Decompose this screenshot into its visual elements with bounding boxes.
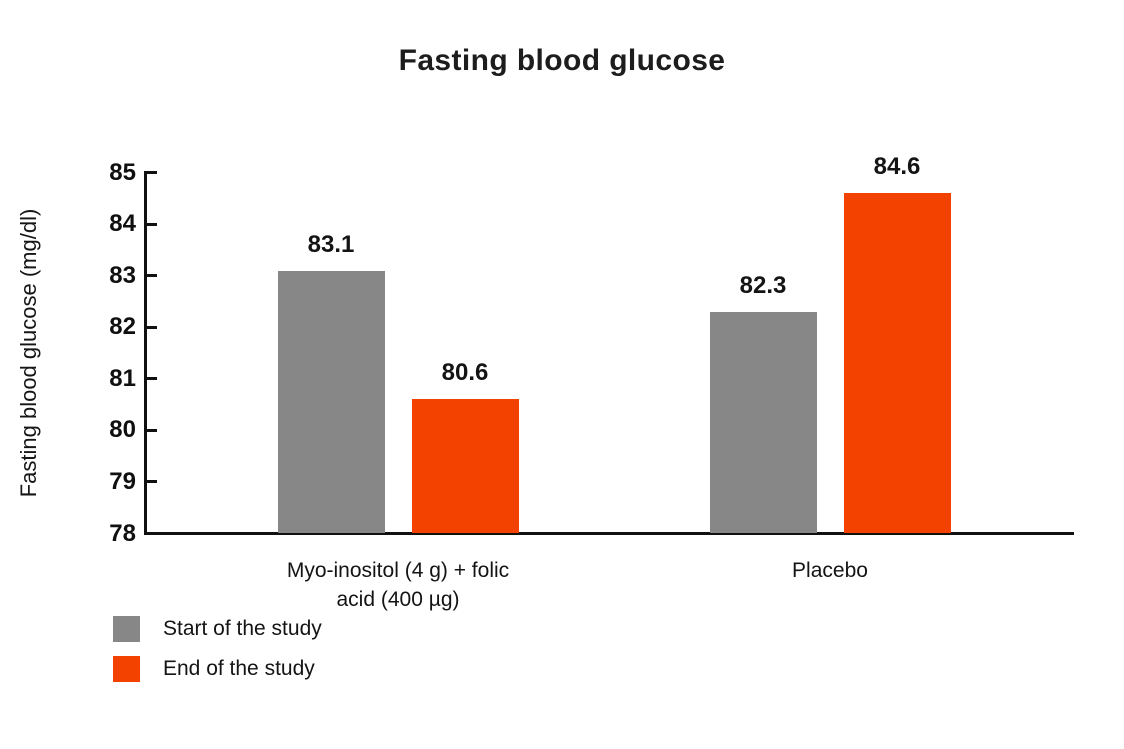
y-tick-mark: [146, 480, 157, 484]
legend-label: Start of the study: [163, 617, 322, 640]
y-axis-spine: [143, 171, 147, 535]
chart-title: Fasting blood glucose: [398, 44, 726, 77]
y-tick-mark: [146, 222, 157, 226]
legend-item-end: End of the study: [113, 656, 322, 682]
y-tick-label: 85: [109, 158, 136, 186]
legend-item-start: Start of the study: [113, 616, 322, 642]
bar-end-group2: [843, 193, 951, 534]
bar-value-label: 84.6: [873, 153, 921, 181]
bar-start-group1: [277, 270, 385, 534]
bar-value-label: 83.1: [307, 230, 355, 258]
y-tick-label: 79: [109, 467, 136, 495]
bar-value-label: 82.3: [739, 271, 787, 299]
y-tick-mark: [146, 377, 157, 381]
y-tick-label: 78: [109, 519, 136, 547]
bar-end-group1: [411, 399, 519, 534]
y-tick-label: 81: [109, 364, 136, 392]
bar-start-group2: [709, 311, 817, 534]
bar-value-label: 80.6: [441, 359, 489, 387]
y-tick-mark: [146, 532, 157, 535]
legend: Start of the study End of the study: [113, 616, 322, 696]
legend-label: End of the study: [163, 657, 315, 680]
x-category-label: Placebo: [792, 559, 868, 582]
y-tick-mark: [146, 274, 157, 278]
legend-swatch-start-of-study-icon: [113, 616, 140, 642]
y-tick-label: 84: [109, 210, 136, 238]
x-category-label: Myo-inositol (4 g) + folic acid (400 µg): [286, 559, 510, 611]
x-axis-spine: [143, 532, 1074, 535]
y-tick-mark: [146, 428, 157, 432]
y-tick-mark: [146, 325, 157, 329]
y-tick-label: 83: [109, 261, 136, 289]
y-tick-label: 80: [109, 416, 136, 444]
y-tick-mark: [146, 171, 157, 175]
legend-swatch-end-of-study-icon: [113, 656, 140, 682]
y-tick-label: 82: [109, 313, 136, 341]
y-axis-label: Fasting blood glucose (mg/dl): [16, 208, 41, 498]
